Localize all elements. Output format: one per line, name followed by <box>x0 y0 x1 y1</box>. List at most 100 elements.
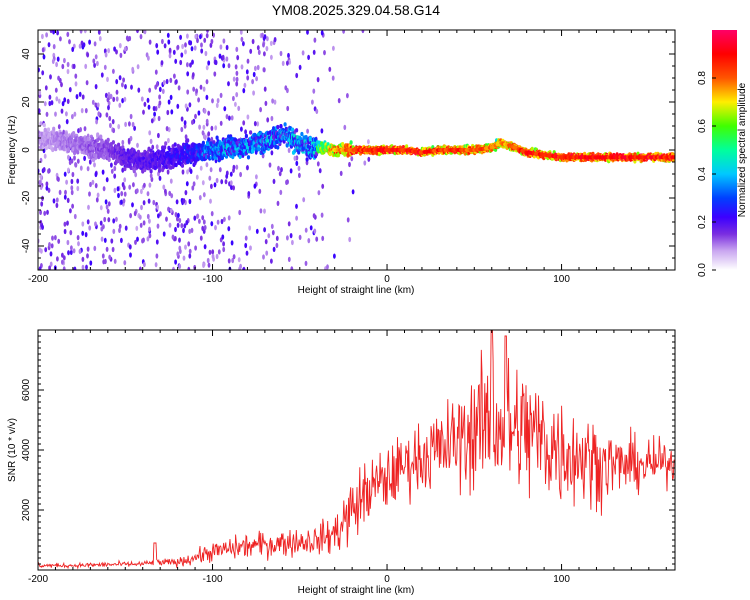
spectrogram-cell <box>235 76 239 82</box>
spectrogram-cell <box>202 219 206 225</box>
spectrogram-cell <box>202 86 206 92</box>
spectrogram-cell <box>276 124 280 130</box>
spectrogram-cell <box>275 235 279 241</box>
spectrogram-cell <box>129 135 133 142</box>
spectrogram-cell <box>194 34 198 40</box>
spectrogram-cell <box>251 79 255 85</box>
spectrogram-cell <box>136 30 139 34</box>
spectrogram-cell <box>186 71 190 77</box>
spectrogram-cell <box>118 102 122 108</box>
spectrogram-cell <box>113 46 116 52</box>
spectrogram-cell <box>188 102 192 108</box>
spectrogram-cell <box>244 129 248 135</box>
spectrogram-cell <box>225 44 229 51</box>
spectrogram-cell <box>328 66 332 72</box>
spectrogram-cell <box>61 259 64 265</box>
spectrogram-cell <box>87 204 90 210</box>
spectrogram-cell <box>134 239 137 245</box>
spectrogram-cell <box>88 159 92 165</box>
spectrogram-cell <box>331 75 335 81</box>
spectrogram-cell <box>222 246 226 253</box>
spectrogram-cell <box>298 172 301 178</box>
spectrogram-cell <box>94 84 98 90</box>
spectrogram-cell <box>167 127 171 133</box>
spectrogram-cell <box>174 236 177 242</box>
spectrogram-cell <box>211 253 215 259</box>
spectrogram-cell <box>216 219 220 225</box>
snr-y-tick-label: 2000 <box>21 498 32 521</box>
spectrogram-cell <box>66 98 70 104</box>
spectrogram-cell <box>78 248 82 254</box>
spectrogram-cell <box>249 245 252 251</box>
colorbar-tick-label: 0.6 <box>697 119 708 133</box>
spectrogram-cell <box>167 137 170 144</box>
spectrogram-cell <box>199 165 203 171</box>
spectrogram-cell <box>236 55 240 61</box>
spectrogram-cell <box>225 173 229 179</box>
spectrogram-cell <box>115 96 119 102</box>
spectrogram-cell <box>251 149 255 154</box>
spectrogram-cell <box>143 261 146 268</box>
spectrogram-cell <box>72 248 76 254</box>
spectrogram-cell <box>237 105 241 111</box>
spectrogram-cell <box>249 130 253 135</box>
spectrogram-cell <box>165 126 169 132</box>
spectrogram-cell <box>216 98 220 104</box>
spectrogram-cell <box>255 76 258 82</box>
spectrogram-cell <box>170 109 174 115</box>
spectrogram-cell <box>63 57 66 64</box>
spectrogram-cell <box>240 36 244 42</box>
spectrogram-cell <box>76 178 80 184</box>
spectrogram-cell <box>75 94 79 100</box>
spectrogram-cell <box>101 169 105 175</box>
spectrogram-cell <box>67 167 70 173</box>
spectrogram-cell <box>190 227 194 233</box>
spectrogram-cell <box>191 185 195 191</box>
spectrogram-cell <box>229 171 233 177</box>
spectrogram-cell <box>255 228 259 234</box>
spectrogram-cell <box>304 135 308 140</box>
spectrogram-cell <box>65 179 68 185</box>
spectrogram-cell <box>242 120 246 126</box>
spectrogram-cell <box>287 52 290 59</box>
spectrogram-cell <box>66 220 69 226</box>
spectrogram-cell <box>261 32 264 38</box>
spectrogram-cell <box>93 162 96 168</box>
spectrogram-cell <box>158 100 162 106</box>
spectrogram-cell <box>44 247 48 253</box>
spectrogram-cell <box>254 65 257 71</box>
spectrogram-cell <box>76 235 80 241</box>
spectrogram-cell <box>155 81 159 87</box>
spectrogram-cell <box>203 244 207 250</box>
spectrogram-cell <box>52 198 56 204</box>
spectrogram-cell <box>170 193 174 199</box>
spectrogram-cell <box>132 168 136 174</box>
spectrogram-cell <box>186 62 189 68</box>
spectrogram-cell <box>96 60 99 67</box>
spectrogram-cell <box>132 182 135 188</box>
spectrogram-cell <box>148 226 151 232</box>
snr-x-tick-label: -200 <box>28 574 48 585</box>
spectrogram-cell <box>300 131 304 137</box>
spectrogram-cell <box>244 235 248 241</box>
spectrogram-cell <box>269 40 273 47</box>
spectrogram-cell <box>348 161 351 168</box>
spectrogram-cell <box>246 165 249 171</box>
spectrogram-cell <box>95 119 98 125</box>
spectrogram-cell <box>205 65 209 71</box>
spectrogram-cell <box>59 36 62 42</box>
spectrogram-cell <box>136 64 140 70</box>
spectrogram-cell <box>281 60 285 66</box>
spectrogram-cell <box>131 121 135 128</box>
spectrogram-cell <box>264 100 268 106</box>
spectrogram-cell <box>118 227 121 233</box>
spectrogram-cell <box>288 59 292 65</box>
spectrogram-cell <box>100 236 104 242</box>
spectrogram-cell <box>78 91 82 97</box>
spectrogram-cell <box>316 77 320 83</box>
spectrogram-cell <box>224 179 228 185</box>
spectrogram-cell <box>207 262 211 268</box>
spectrogram-cell <box>138 214 142 220</box>
spectrogram-cell <box>117 124 121 130</box>
